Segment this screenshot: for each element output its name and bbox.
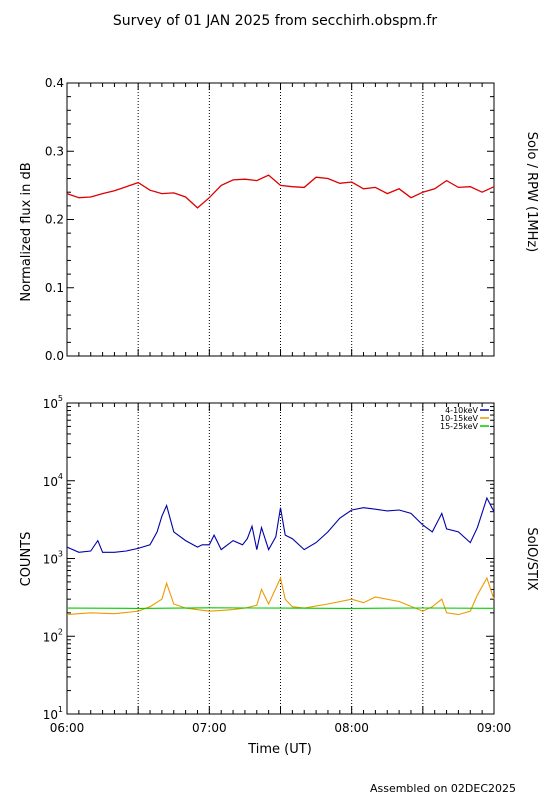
stix-legend-label-1: 10-15keV xyxy=(440,414,479,423)
stix-ytick-label-4: 10 xyxy=(43,397,58,411)
stix-xtick-label-0: 06:00 xyxy=(50,721,85,735)
stix-legend-label-2: 15-25keV xyxy=(440,422,479,431)
stix-ytick-exp-0: 1 xyxy=(58,705,63,714)
stix-ytick-label-2: 10 xyxy=(43,553,58,567)
rpw-ytick-label-2: 0.2 xyxy=(45,213,64,227)
rpw-ytick-label-1: 0.1 xyxy=(45,281,64,295)
stix-series-line-0 xyxy=(66,496,495,553)
rpw-series-line-0 xyxy=(66,174,495,209)
rpw-vlines xyxy=(137,83,424,356)
assembled-date: Assembled on 02DEC2025 xyxy=(370,782,516,795)
stix-xtick-label-2: 08:00 xyxy=(334,721,369,735)
stix-instrument-label: SolO/STIX xyxy=(524,527,539,590)
rpw-instrument-label: Solo / RPW (1MHz) xyxy=(524,132,539,253)
stix-ytick-exp-3: 4 xyxy=(58,472,63,481)
stix-series-line-2 xyxy=(66,607,495,609)
rpw-panel: 0.0 0.1 0.2 0.3 0.4 Normalized flux in dB So… xyxy=(19,76,539,363)
rpw-ticks: 0.0 0.1 0.2 0.3 0.4 xyxy=(45,76,494,363)
rpw-series xyxy=(66,174,495,209)
figure-title: Survey of 01 JAN 2025 from secchirh.obsp… xyxy=(113,13,437,29)
stix-xtick-label-3: 09:00 xyxy=(477,721,512,735)
rpw-ytick-label-0: 0.0 xyxy=(45,349,64,363)
rpw-ytick-label-4: 0.4 xyxy=(45,76,64,90)
stix-xtick-label-1: 07:00 xyxy=(192,721,227,735)
stix-vlines xyxy=(137,403,424,714)
stix-ytick-label-0: 10 xyxy=(43,708,58,722)
x-axis-label: Time (UT) xyxy=(247,742,312,757)
rpw-frame xyxy=(66,82,495,357)
stix-series xyxy=(66,496,495,616)
stix-ytick-exp-4: 5 xyxy=(58,394,63,403)
stix-ytick-exp-1: 2 xyxy=(58,627,63,636)
stix-y-axis-label: COUNTS xyxy=(19,532,34,587)
rpw-y-axis-label: Normalized flux in dB xyxy=(19,162,34,301)
stix-series-line-1 xyxy=(66,576,495,616)
rpw-ytick-label-3: 0.3 xyxy=(45,144,64,158)
stix-ytick-label-3: 10 xyxy=(43,475,58,489)
stix-ytick-label-1: 10 xyxy=(43,630,58,644)
stix-ytick-exp-2: 3 xyxy=(58,550,63,559)
stix-legend-label-0: 4-10keV xyxy=(445,406,478,415)
